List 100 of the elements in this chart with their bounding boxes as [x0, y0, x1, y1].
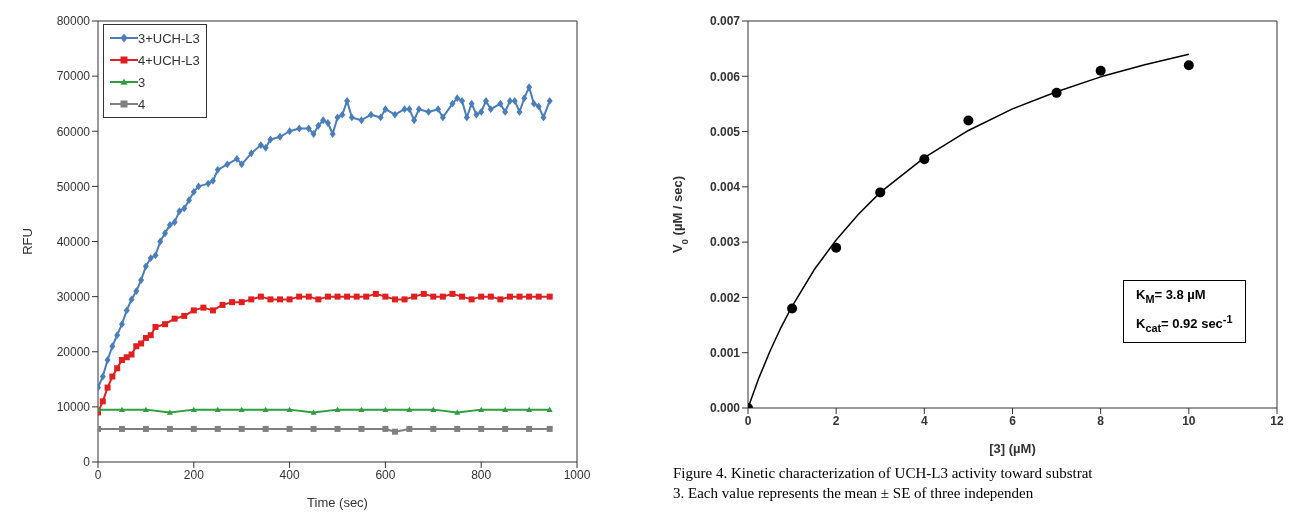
point: [219, 301, 226, 308]
caption: Figure 4. Kinetic characterization of UCH-L3 activity toward substrat: [673, 464, 1094, 483]
point: [526, 293, 533, 300]
x-tick-label: 400: [279, 467, 300, 482]
x-tick-label: 8: [1097, 413, 1105, 428]
point: [382, 406, 389, 413]
point: [358, 406, 365, 413]
point: [430, 425, 437, 432]
point: [296, 293, 303, 300]
annotation: K$_{M}$= 3.8 µM: [1136, 286, 1207, 307]
point: [372, 290, 379, 297]
point: [152, 323, 159, 330]
point: [546, 406, 553, 413]
point: [502, 425, 509, 432]
y-tick-label: 70000: [56, 69, 91, 84]
point: [430, 406, 437, 413]
point: [468, 296, 475, 303]
x-tick-label: 6: [1009, 413, 1017, 428]
point: [1095, 65, 1106, 76]
point: [516, 293, 523, 300]
point: [497, 296, 504, 303]
point: [142, 425, 149, 432]
y-tick-label: 0.001: [709, 345, 741, 360]
point: [267, 296, 274, 303]
point: [787, 303, 798, 314]
y-tick-label: 0.002: [709, 290, 741, 305]
legend-label: 3: [138, 74, 146, 90]
point: [875, 187, 886, 198]
point: [305, 293, 312, 300]
y-tick-label: 30000: [56, 289, 91, 304]
point: [162, 321, 169, 328]
point: [248, 296, 255, 303]
point: [257, 293, 264, 300]
point: [133, 343, 140, 350]
point: [99, 398, 106, 405]
point: [430, 293, 437, 300]
y-tick-label: 60000: [56, 124, 91, 139]
x-axis-title: [3] (µM): [989, 441, 1036, 456]
legend-label: 4: [138, 96, 146, 112]
point: [401, 296, 408, 303]
point: [1051, 87, 1062, 98]
y-axis-title: RFU: [20, 228, 35, 255]
point: [502, 406, 509, 413]
y-tick-label: 0.005: [709, 124, 741, 139]
y-tick-label: 50000: [56, 179, 91, 194]
point: [454, 425, 461, 432]
point: [334, 293, 341, 300]
x-tick-label: 2: [832, 413, 840, 428]
point: [334, 406, 341, 413]
point: [238, 425, 245, 432]
point: [324, 293, 331, 300]
x-tick-label: 800: [471, 467, 492, 482]
point: [190, 425, 197, 432]
x-tick-label: 0: [744, 413, 752, 428]
point: [147, 332, 154, 339]
point: [181, 312, 188, 319]
point: [262, 425, 269, 432]
y-tick-label: 0: [83, 455, 91, 470]
x-tick-label: 4: [920, 413, 928, 428]
point: [459, 293, 466, 300]
point: [919, 154, 930, 165]
x-tick-label: 600: [375, 467, 396, 482]
point: [353, 293, 360, 300]
x-tick-label: 10: [1182, 413, 1196, 428]
point: [214, 406, 221, 413]
y-tick-label: 10000: [56, 400, 91, 415]
point: [406, 406, 413, 413]
point: [535, 293, 542, 300]
x-axis-title: Time (sec): [307, 495, 368, 510]
point: [382, 425, 389, 432]
point: [142, 406, 149, 413]
point: [286, 425, 293, 432]
point: [238, 406, 245, 413]
legend-label: 3+UCH-L3: [138, 30, 200, 46]
point: [478, 406, 485, 413]
point: [449, 290, 456, 297]
point: [454, 409, 461, 415]
y-tick-label: 0.003: [709, 235, 741, 250]
point: [262, 406, 269, 413]
point: [277, 296, 284, 303]
point: [420, 290, 427, 297]
point: [138, 340, 145, 347]
point: [114, 365, 121, 372]
point: [286, 406, 293, 413]
y-tick-label: 80000: [56, 14, 91, 29]
point: [363, 293, 370, 300]
y-tick-label: 0.004: [709, 180, 741, 195]
point: [344, 293, 351, 300]
annotation: K$_{cat}$= 0.92 sec$^{-1}$: [1136, 311, 1233, 336]
point: [546, 425, 553, 432]
point: [118, 357, 125, 364]
point: [118, 425, 125, 432]
point: [118, 406, 125, 413]
point: [358, 425, 365, 432]
legend-label: 4+UCH-L3: [138, 52, 200, 68]
point: [229, 299, 236, 306]
point: [406, 425, 413, 432]
point: [286, 296, 293, 303]
point: [315, 296, 322, 303]
point: [411, 293, 418, 300]
